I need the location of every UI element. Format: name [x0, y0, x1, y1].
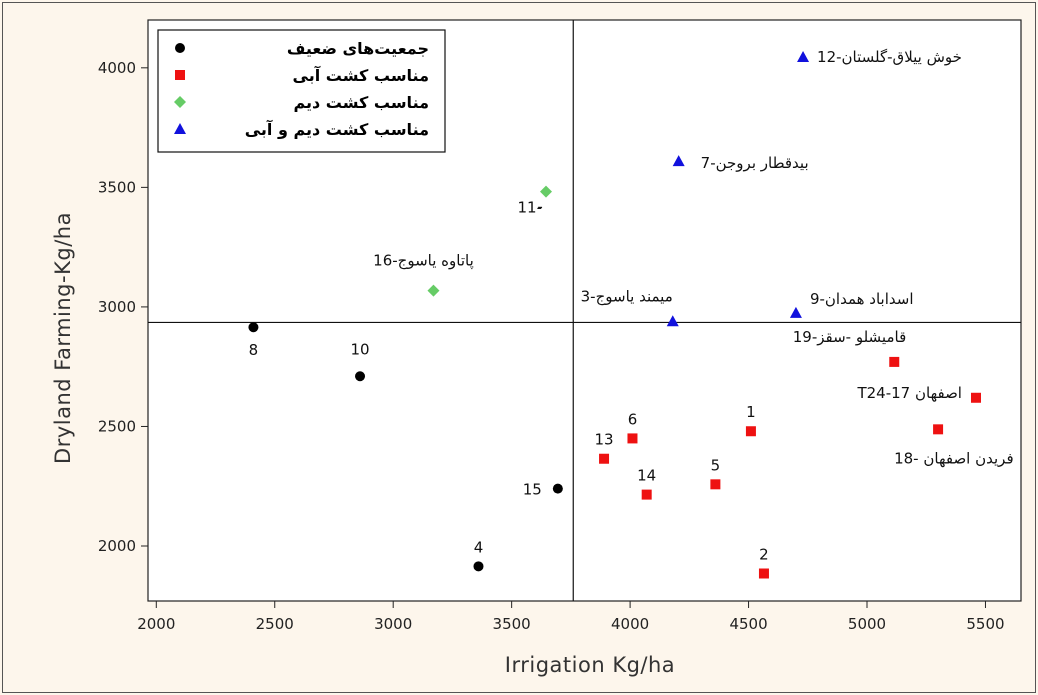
legend: جمعیت‌های ضعیف مناسب کشت آبی مناسب کشت دیم…: [157, 29, 446, 153]
circle-marker: [552, 483, 563, 494]
y-tick-label: 2000: [98, 537, 136, 555]
circle-marker: [248, 322, 259, 333]
square-marker: [627, 433, 638, 444]
legend-label: مناسب کشت دیم: [293, 93, 429, 112]
triangle-marker: [672, 155, 685, 167]
point-label: 2: [759, 546, 769, 564]
legend-label: جمعیت‌های ضعیف: [287, 39, 429, 58]
point-label: 10: [350, 340, 369, 358]
point-label: فریدن اصفهان -18: [894, 449, 1014, 467]
square-marker: [889, 356, 900, 367]
y-tick-label: 2500: [98, 417, 136, 435]
x-tick-label: 2000: [137, 615, 175, 633]
legend-circle-marker: [175, 43, 185, 53]
point-labels: 8 10 4 15 13 6 14 5 1 2 قامیشلو -سقز-19 فریدن اصفها…: [249, 48, 1014, 563]
x-tick-label: 2500: [256, 615, 294, 633]
square-marker: [933, 424, 944, 435]
point-label: میمند یاسوج-3: [581, 287, 673, 306]
x-tick-label: 4000: [611, 615, 649, 633]
point-label: 11-: [518, 199, 543, 217]
point-label: پاتاوه یاسوج-16: [373, 252, 474, 271]
legend-triangle-marker: [174, 123, 186, 134]
circle-marker: [355, 371, 366, 382]
triangle-marker: [666, 315, 679, 327]
y-axis-title: Dryland Farming-Kg/ha: [51, 212, 75, 464]
point-label: 4: [474, 538, 484, 556]
y-axis: 2000 2500 3000 3500 4000: [98, 59, 148, 555]
point-label: 14: [637, 467, 656, 485]
legend-label: مناسب کشت دیم و آبی: [245, 119, 429, 139]
legend-square-marker: [175, 70, 185, 80]
square-marker: [758, 568, 769, 579]
point-label: 1: [746, 403, 756, 421]
y-tick-label: 3000: [98, 298, 136, 316]
diamond-marker: [427, 284, 440, 297]
diamond-marker: [540, 185, 553, 198]
y-tick-label: 3500: [98, 178, 136, 196]
x-tick-label: 5500: [966, 615, 1004, 633]
point-label: 15: [523, 481, 542, 499]
triangle-marker: [797, 51, 810, 63]
annotation-text: -: [537, 197, 542, 215]
x-tick-label: 5000: [848, 615, 886, 633]
x-tick-label: 3000: [374, 615, 412, 633]
legend-label: مناسب کشت آبی: [293, 65, 429, 85]
square-marker: [745, 426, 756, 437]
circle-marker: [473, 561, 484, 572]
point-label: خوش ییلاق-گلستان-12: [817, 48, 962, 66]
point-label: T24-اصفهان 17: [856, 384, 962, 402]
data-markers: [248, 51, 981, 579]
legend-box: [157, 29, 446, 153]
triangle-marker: [789, 306, 802, 318]
x-axis-title: Irrigation Kg/ha: [505, 653, 675, 677]
square-marker: [599, 453, 610, 464]
x-tick-label: 4500: [729, 615, 767, 633]
legend-diamond-marker: [174, 96, 186, 108]
point-label: 5: [711, 456, 721, 474]
point-label: 8: [249, 341, 259, 359]
point-label: قامیشلو -سقز-19: [793, 328, 907, 346]
y-tick-label: 4000: [98, 59, 136, 77]
x-tick-label: 3500: [493, 615, 531, 633]
point-label: 6: [628, 410, 638, 428]
point-label: اسداباد همدان-9: [810, 290, 914, 308]
point-label: 13: [594, 431, 613, 449]
square-marker: [641, 489, 652, 500]
square-marker: [970, 392, 981, 403]
x-axis: 2000 2500 3000 3500 4000 4500 5000 5500: [137, 601, 1005, 633]
point-label: بیدقطار بروجن-7: [701, 154, 809, 172]
annotations: -: [537, 197, 542, 215]
reference-lines: [148, 20, 1021, 601]
square-marker: [710, 479, 721, 490]
